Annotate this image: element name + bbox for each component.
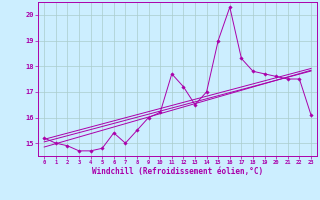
X-axis label: Windchill (Refroidissement éolien,°C): Windchill (Refroidissement éolien,°C)	[92, 167, 263, 176]
